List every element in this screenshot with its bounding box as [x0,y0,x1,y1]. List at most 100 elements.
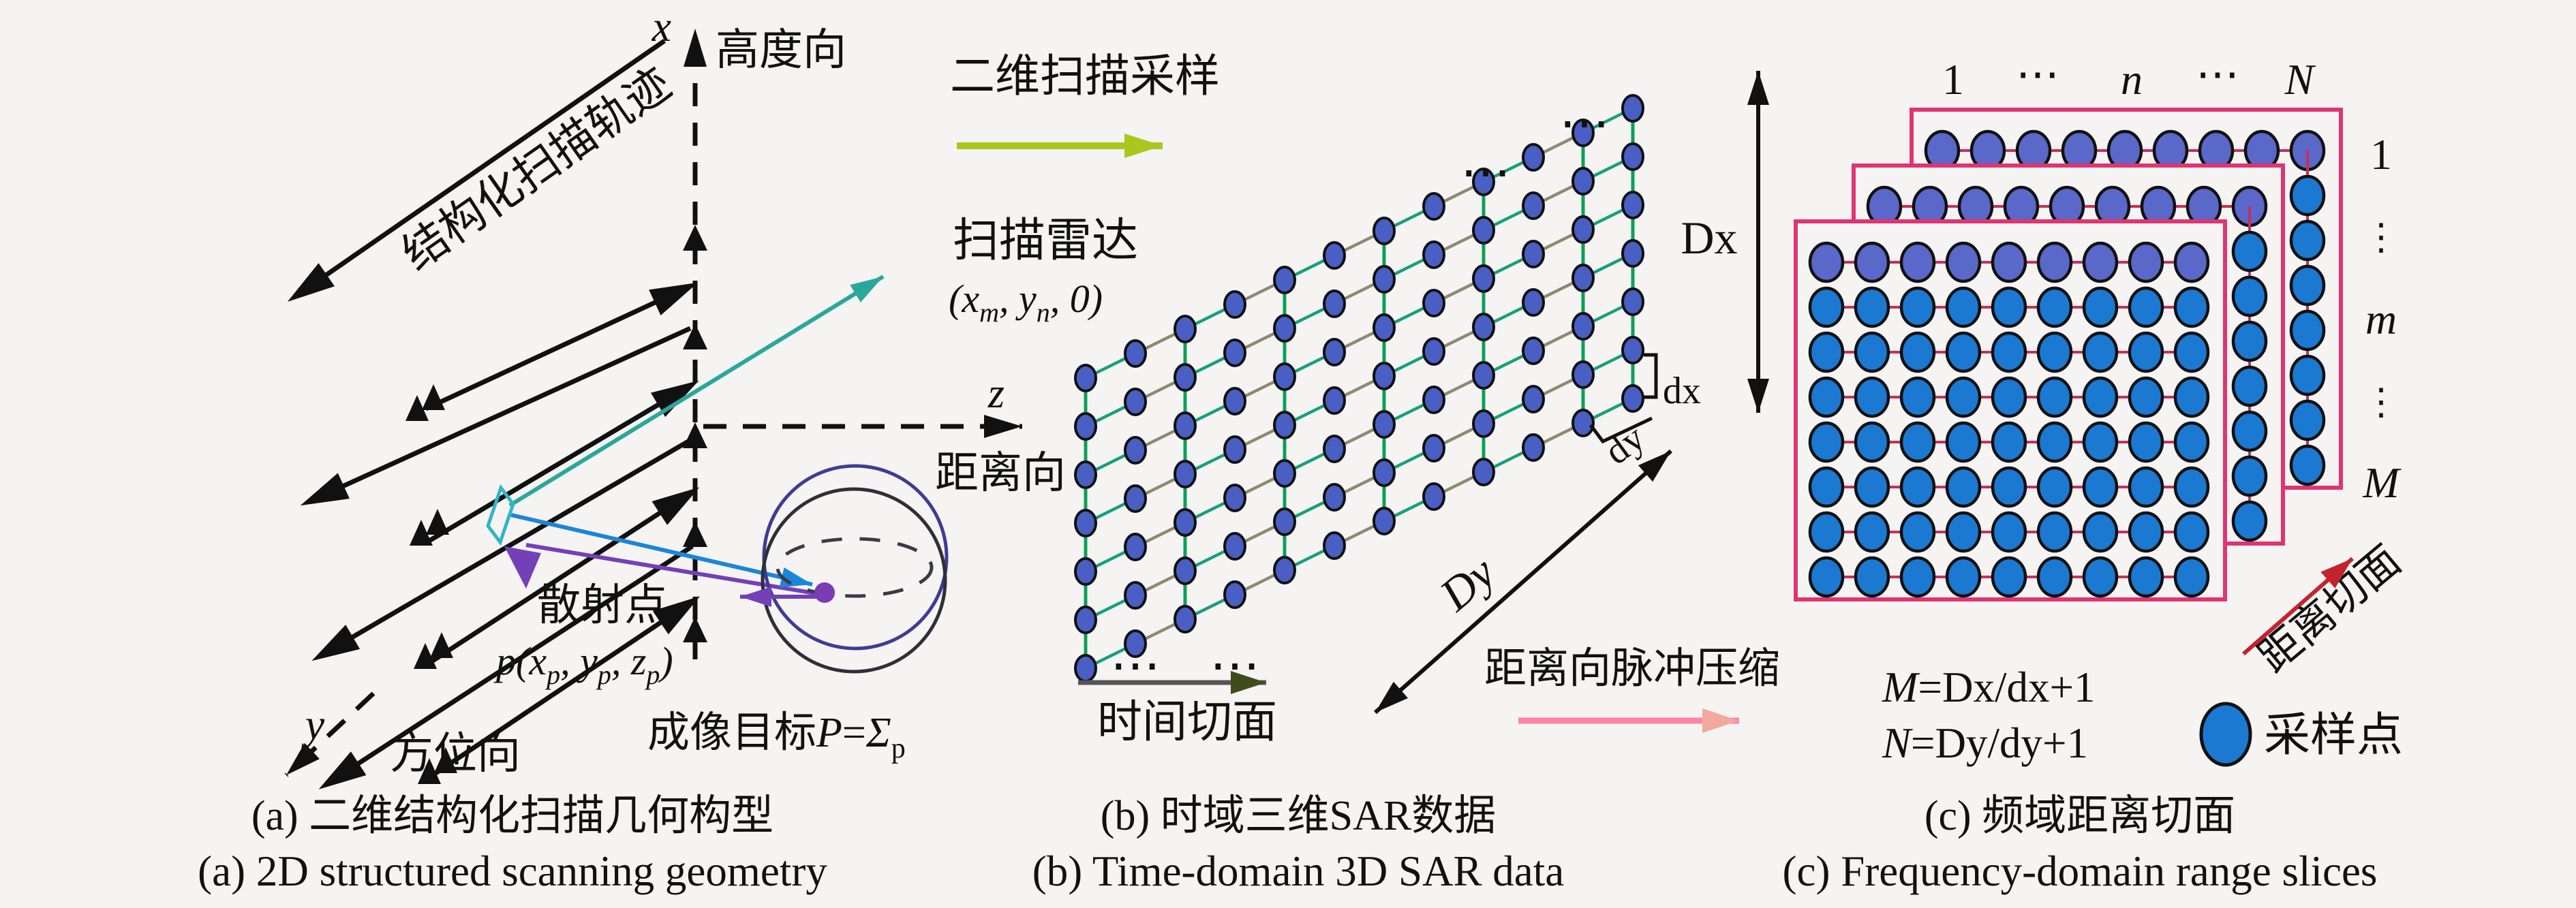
sample-dot [1522,433,1545,462]
caption-a-zh: (a) 二维结构化扫描几何构型 [251,793,773,839]
sample-dot [2082,331,2119,373]
sample-dot [2082,376,2119,418]
step-arrow-icon [418,758,441,784]
Dy-measure-arrow [1374,449,1672,715]
y-axis-letter: y [301,700,325,749]
sample-dot [1323,386,1346,415]
sphere-equator-dashed [776,537,934,598]
sample-dot [1223,580,1246,609]
sample-dot [1472,409,1495,438]
radar-coord-sub: n [1037,297,1050,328]
sample-dot [1854,466,1890,508]
sample-dot [1223,387,1246,416]
sample-dot [2289,309,2326,351]
sample-dot [1472,168,1495,196]
step-arrow-icon [426,509,449,535]
sample-dot [1899,286,1936,328]
sample-dot [1621,336,1644,364]
sample-dot [1621,94,1644,123]
arrowhead-icon [1375,681,1409,713]
step-arrow-icon [422,384,445,410]
sample-dot [2036,421,2073,463]
sample-dot [1945,241,1982,283]
scatter-coord-sub: p [545,659,560,690]
dy-bracket [1589,416,1653,444]
lattice-ellipsis: ⋯ [1460,145,1511,201]
sample-dot [2231,320,2268,362]
sample-dot [1174,460,1197,488]
caption-b-zh: (b) 时域三维SAR数据 [1101,793,1496,839]
arrowhead-icon [287,263,335,302]
sample-dot [1991,376,2027,418]
Dx-label: Dx [1681,212,1737,264]
z-axis-name: 距离向 [935,449,1066,497]
time-slice-label: 时间切面 [1097,698,1277,747]
sample-dot [1373,458,1396,487]
sample-dot [2082,511,2119,553]
sample-dot [1074,557,1097,586]
sample-dot [2289,219,2326,262]
target-sphere [761,464,949,674]
scatter-coord-sub: p [596,659,611,690]
sample-dot [1223,290,1246,319]
x-axis-name: 高度向 [716,26,846,74]
arrowhead-icon [684,29,707,67]
panel-c: 1 ⋯ n ⋯ N 1 ⋮ m ⋮ M 距离切面 M=Dx/dx+1 N=Dy/… [1783,50,2410,895]
arrowhead-icon [1638,451,1671,482]
sample-dot [1323,435,1346,463]
formula-N: N=Dy/dy+1 [1882,719,2088,767]
sample-dot [1899,421,1936,463]
sample-dot [1808,286,1845,328]
sample-dot [1945,421,1982,463]
scatter-coord: p(xp, yp, zp) [493,639,673,690]
sample-dot [2128,466,2164,508]
sample-dot [2128,421,2164,463]
sample-dot [1571,264,1595,292]
sample-dot [1472,264,1495,293]
sample-dot [1373,507,1396,535]
sample-dot [2173,376,2210,418]
scan-line [427,382,693,544]
sample-dot [1174,363,1197,392]
sample-dot [1074,364,1097,392]
legend-label: 采样点 [2264,709,2403,761]
sample-dot [1621,239,1644,268]
scan-line [307,326,692,505]
sample-dot [1522,336,1545,365]
sample-dot [1522,385,1545,413]
sample-dot [1323,289,1346,318]
sample-dot [1074,509,1097,537]
row-label: ⋮ [2363,381,2399,422]
radar-antenna-icon [486,484,515,546]
echo-arrowhead-icon [504,546,541,589]
target-label-part: = [842,710,866,756]
radar-pointer-arrow [508,275,885,507]
sample-dot [2082,421,2119,463]
sample-dot [1991,466,2027,508]
sample-dot [2128,286,2164,328]
caption-c-en: (c) Frequency-domain range slices [1783,847,2378,895]
sample-dot [1621,384,1644,413]
scatter-coord-part: p(x [493,639,547,683]
sample-dot [1124,339,1147,368]
scatter-coord-part: ) [658,639,673,683]
sample-dot [1174,411,1197,440]
sample-dot [1422,434,1445,463]
arrowhead-icon [311,625,361,661]
sample-dot [1571,215,1595,244]
sample-dot [2036,556,2073,598]
arrowhead-icon [1702,708,1739,733]
step-arrow-icon [683,225,707,251]
step-arrow-icon [430,632,453,658]
sample-dot [2173,241,2210,283]
col-label: N [2284,55,2316,104]
step-arrow-icon [683,521,707,547]
step-arrow-icon [405,395,429,421]
sample-dot [1808,241,1845,283]
sample-dot [1945,376,1982,418]
sample-dot [1945,331,1982,373]
z-axis: z 距离向 [703,371,1066,497]
caption-b-en: (b) Time-domain 3D SAR data [1032,847,1565,895]
arrowhead-icon [850,277,883,302]
